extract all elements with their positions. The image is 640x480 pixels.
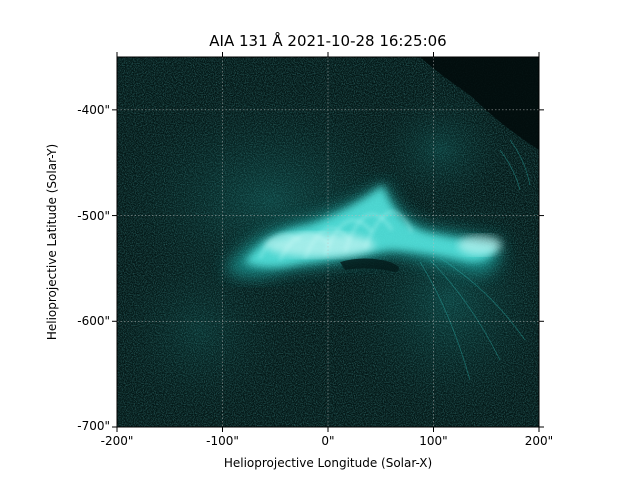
- y-axis-label: Helioprojective Latitude (Solar-Y): [45, 143, 59, 341]
- y-tick-label: -400": [77, 103, 110, 117]
- x-tick-label: -200": [100, 434, 134, 448]
- y-tick-label: -500": [77, 209, 110, 223]
- image-title: AIA 131 Å 2021-10-28 16:25:06: [209, 32, 447, 50]
- emission-layer: [117, 57, 539, 427]
- x-axis-label: Helioprojective Longitude (Solar-X): [223, 456, 433, 470]
- axis-ticks: [112, 52, 544, 432]
- x-tick-label: 200": [524, 434, 554, 448]
- x-tick-label: 100": [419, 434, 448, 448]
- x-tick-label: -100": [206, 434, 239, 448]
- x-tick-label: 0": [321, 434, 335, 448]
- y-tick-label: -600": [77, 314, 110, 328]
- y-tick-label: -700": [77, 419, 110, 433]
